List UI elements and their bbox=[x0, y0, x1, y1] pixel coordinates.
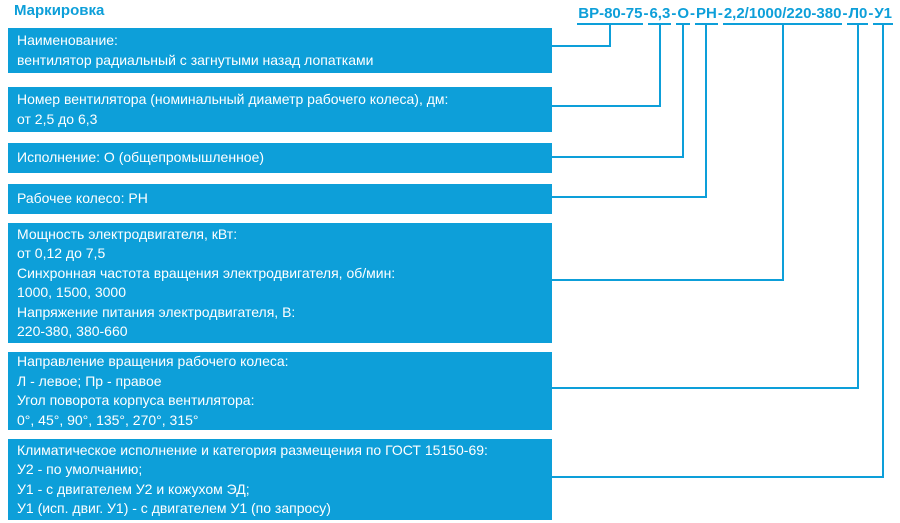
box-text-line: Мощность электродвигателя, кВт: bbox=[17, 225, 238, 242]
box-text-line: Климатическое исполнение и категория раз… bbox=[17, 441, 488, 458]
code-separator: - bbox=[643, 5, 649, 22]
info-box: Рабочее колесо: РН bbox=[8, 184, 552, 214]
connector-line-vertical bbox=[882, 25, 885, 478]
box-text-line: 1000, 1500, 3000 bbox=[17, 284, 126, 300]
connector-line-horizontal bbox=[551, 45, 612, 47]
box-text-line: Синхронная частота вращения электродвига… bbox=[17, 264, 396, 281]
box-text-line: вентилятор радиальный с загнутыми назад … bbox=[17, 51, 374, 68]
connector-line-horizontal bbox=[551, 476, 885, 478]
box-text-line: 220-380, 380-660 bbox=[17, 323, 128, 339]
product-code: ВР-80-75-6,3-О-РН-2,2/1000/220-380-Л0-У1 bbox=[577, 5, 893, 25]
box-text-line: Исполнение: О (общепромышленное) bbox=[17, 149, 265, 166]
connector-line-vertical bbox=[781, 25, 784, 281]
code-separator: - bbox=[671, 5, 677, 22]
box-text-line: Направление вращения рабочего колеса: bbox=[17, 353, 289, 369]
box-text-line: 0°, 45°, 90°, 135°, 270°, 315° bbox=[17, 411, 199, 428]
code-segment: 6,3 bbox=[648, 5, 672, 25]
page-title: Маркировка bbox=[14, 2, 105, 19]
code-separator: - bbox=[717, 5, 723, 22]
code-segment: 2,2/1000/220-380 bbox=[722, 5, 843, 25]
box-text-line: Напряжение питания электродвигателя, В: bbox=[17, 303, 296, 320]
code-segment: ВР-80-75 bbox=[577, 5, 644, 25]
connector-line-horizontal bbox=[551, 105, 661, 107]
box-text-line: У1 - с двигателем У2 и кожухом ЭД; bbox=[17, 480, 250, 497]
connector-line-vertical bbox=[856, 25, 859, 389]
connector-line-vertical bbox=[682, 25, 685, 158]
code-segment: О bbox=[676, 5, 690, 25]
info-box: Климатическое исполнение и категория раз… bbox=[8, 439, 552, 520]
box-text-line: от 0,12 до 7,5 bbox=[17, 245, 106, 261]
connector-line-vertical bbox=[658, 25, 661, 107]
code-segment: У1 bbox=[873, 5, 893, 25]
connector-line-horizontal bbox=[551, 196, 708, 198]
box-text-line: Номер вентилятора (номинальный диаметр р… bbox=[17, 91, 449, 107]
connector-line-horizontal bbox=[551, 387, 859, 389]
code-separator: - bbox=[842, 5, 848, 22]
box-text-line: У2 - по умолчанию; bbox=[17, 461, 143, 477]
box-text-line: Наименование: bbox=[17, 32, 118, 48]
box-text-line: Л - левое; Пр - правое bbox=[17, 372, 162, 389]
connector-line-vertical bbox=[609, 25, 612, 47]
box-text-line: Рабочее колесо: РН bbox=[17, 190, 148, 207]
connector-line-vertical bbox=[705, 25, 708, 198]
code-separator: - bbox=[868, 5, 874, 22]
info-box: Исполнение: О (общепромышленное) bbox=[8, 143, 552, 173]
code-separator: - bbox=[689, 5, 695, 22]
code-segment: РН bbox=[694, 5, 718, 25]
box-text-line: от 2,5 до 6,3 bbox=[17, 110, 98, 127]
info-box: Мощность электродвигателя, кВт: от 0,12 д… bbox=[8, 223, 552, 343]
info-box: Наименование: вентилятор радиальный с заг… bbox=[8, 28, 552, 73]
box-text-line: Угол поворота корпуса вентилятора: bbox=[17, 392, 255, 408]
connector-line-horizontal bbox=[551, 156, 685, 158]
box-text-line: У1 (исп. двиг. У1) - с двигателем У1 (по… bbox=[17, 500, 331, 516]
info-box: Номер вентилятора (номинальный диаметр р… bbox=[8, 87, 552, 132]
info-box: Направление вращения рабочего колеса: Л -… bbox=[8, 352, 552, 430]
code-segment: Л0 bbox=[847, 5, 869, 25]
connector-line-horizontal bbox=[551, 279, 784, 281]
